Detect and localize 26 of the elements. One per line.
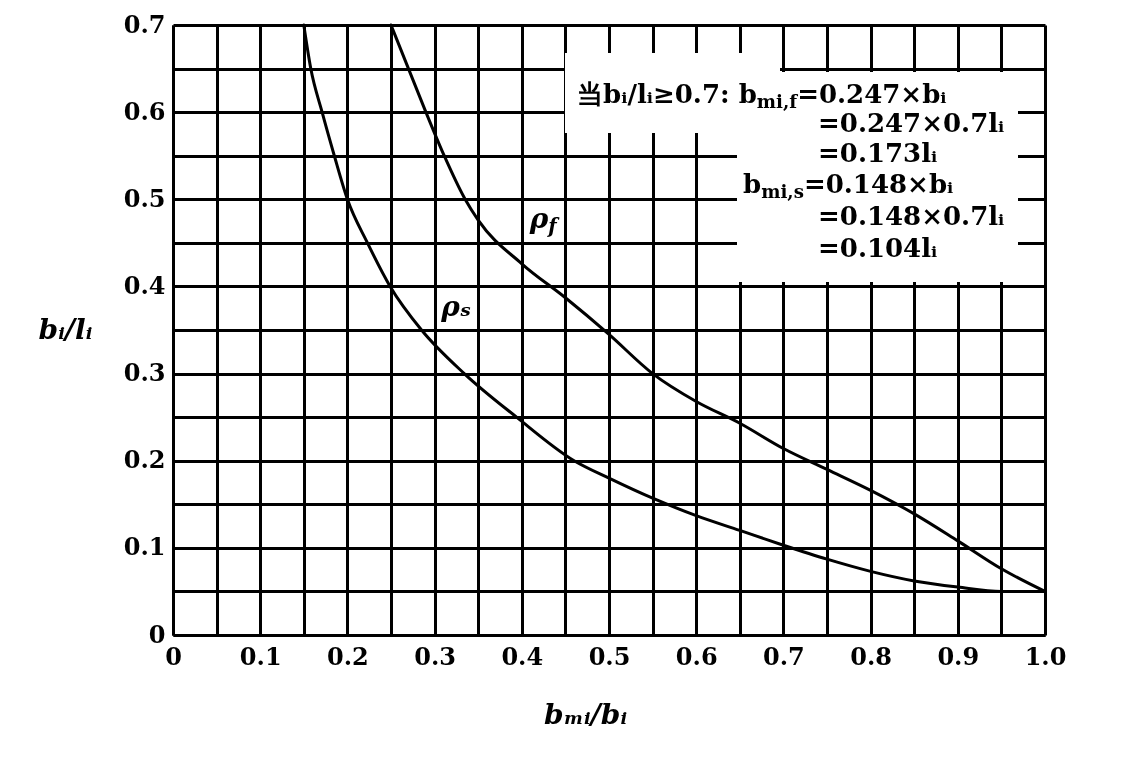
x-tick-label: 0.5 xyxy=(588,641,631,671)
annotation: b$_{mi,s}$=0.148×bᵢ xyxy=(743,169,954,202)
x-tick-label: 0.6 xyxy=(675,641,718,671)
x-tick-label: 0.2 xyxy=(327,641,369,671)
annotation: =0.173lᵢ xyxy=(818,138,938,168)
y-tick-label: 0.1 xyxy=(123,532,166,562)
x-tick-label: 0.8 xyxy=(850,641,892,671)
y-tick-label: 0.7 xyxy=(123,9,166,39)
y-tick-label: 0.6 xyxy=(123,96,166,126)
y-tick-label: 0 xyxy=(148,619,166,649)
series-label: ρ$_{f}$ xyxy=(528,202,561,239)
annotation: =0.104lᵢ xyxy=(818,233,938,263)
y-axis-title: bᵢ/lᵢ xyxy=(38,312,93,346)
annotation: =0.148×0.7lᵢ xyxy=(818,201,1005,231)
x-tick-label: 0.7 xyxy=(763,641,805,671)
x-axis-title: bₘᵢ/bᵢ xyxy=(543,697,628,731)
y-tick-label: 0.5 xyxy=(123,183,166,213)
x-tick-label: 0.1 xyxy=(239,641,282,671)
y-tick-label: 0.2 xyxy=(123,445,166,475)
x-tick-label: 0.3 xyxy=(414,641,456,671)
y-tick-label: 0.4 xyxy=(123,270,166,300)
y-tick-label: 0.3 xyxy=(123,358,166,388)
x-tick-label: 0.4 xyxy=(501,641,544,671)
x-tick-label: 0.9 xyxy=(937,641,980,671)
series-label: ρₛ xyxy=(440,290,471,324)
x-tick-label: 1.0 xyxy=(1024,641,1067,671)
